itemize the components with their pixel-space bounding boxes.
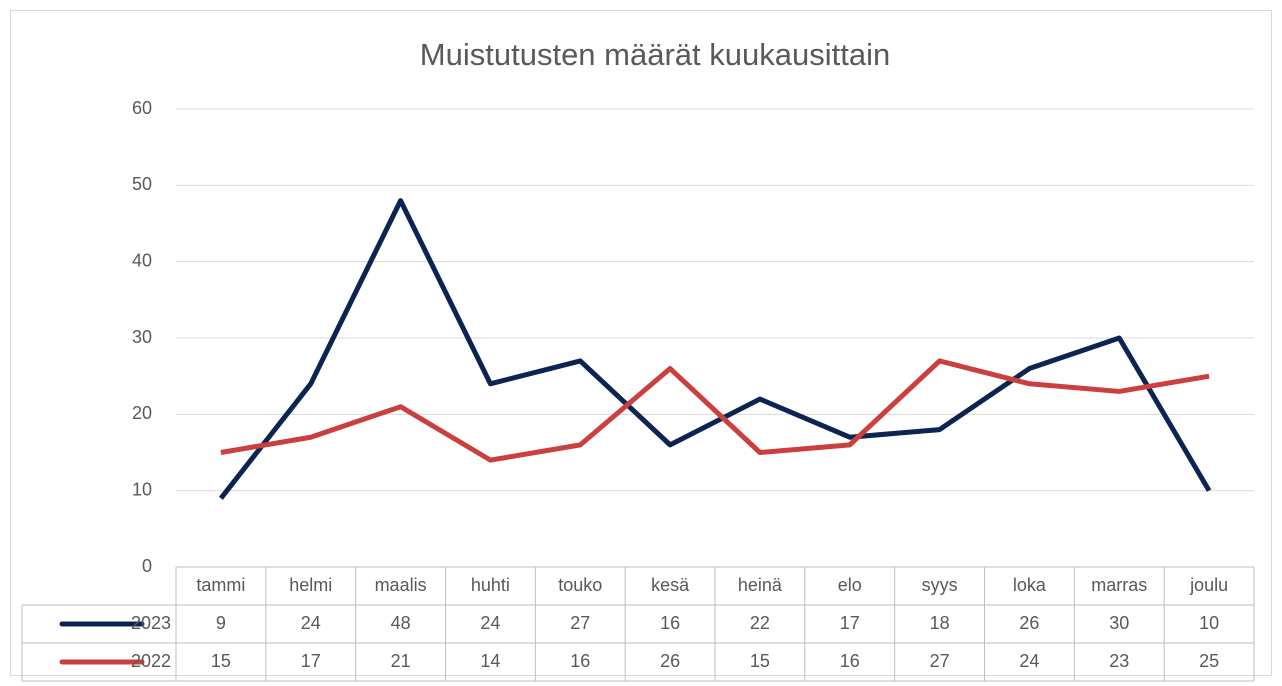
table-value: 15 xyxy=(750,651,770,671)
table-value: 23 xyxy=(1109,651,1129,671)
x-tick-label: touko xyxy=(558,575,602,595)
table-value: 25 xyxy=(1199,651,1219,671)
table-value: 21 xyxy=(391,651,411,671)
x-tick-label: elo xyxy=(838,575,862,595)
x-tick-label: joulu xyxy=(1189,575,1228,595)
legend-label: 2023 xyxy=(131,613,171,633)
table-value: 24 xyxy=(301,613,321,633)
chart-border xyxy=(10,10,1272,676)
y-tick-label: 50 xyxy=(132,174,152,194)
x-tick-label: kesä xyxy=(651,575,690,595)
y-tick-label: 40 xyxy=(132,250,152,270)
y-tick-label: 10 xyxy=(132,479,152,499)
data-line xyxy=(220,358,1210,463)
table-value: 24 xyxy=(1019,651,1039,671)
table-value: 17 xyxy=(301,651,321,671)
x-tick-label: tammi xyxy=(196,575,245,595)
table-value: 27 xyxy=(570,613,590,633)
table-value: 22 xyxy=(750,613,770,633)
x-tick-label: helmi xyxy=(289,575,332,595)
table-value: 16 xyxy=(660,613,680,633)
table-value: 15 xyxy=(211,651,231,671)
x-tick-label: huhti xyxy=(471,575,510,595)
table-value: 17 xyxy=(840,613,860,633)
x-tick-label: heinä xyxy=(738,575,783,595)
x-tick-label: marras xyxy=(1091,575,1147,595)
table-value: 18 xyxy=(930,613,950,633)
y-tick-label: 60 xyxy=(132,98,152,118)
data-line xyxy=(218,198,1212,500)
table-value: 24 xyxy=(480,613,500,633)
table-value: 48 xyxy=(391,613,411,633)
table-value: 9 xyxy=(216,613,226,633)
table-value: 16 xyxy=(570,651,590,671)
y-tick-label: 0 xyxy=(142,556,152,576)
x-tick-label: maalis xyxy=(375,575,427,595)
legend-label: 2022 xyxy=(131,651,171,671)
y-tick-label: 30 xyxy=(132,327,152,347)
table-value: 14 xyxy=(480,651,500,671)
table-value: 26 xyxy=(1019,613,1039,633)
table-value: 16 xyxy=(840,651,860,671)
x-tick-label: syys xyxy=(922,575,958,595)
chart-title: Muistutusten määrät kuukausittain xyxy=(420,37,890,72)
table-value: 27 xyxy=(930,651,950,671)
y-tick-label: 20 xyxy=(132,403,152,423)
table-value: 30 xyxy=(1109,613,1129,633)
table-value: 26 xyxy=(660,651,680,671)
table-value: 10 xyxy=(1199,613,1219,633)
x-tick-label: loka xyxy=(1013,575,1047,595)
